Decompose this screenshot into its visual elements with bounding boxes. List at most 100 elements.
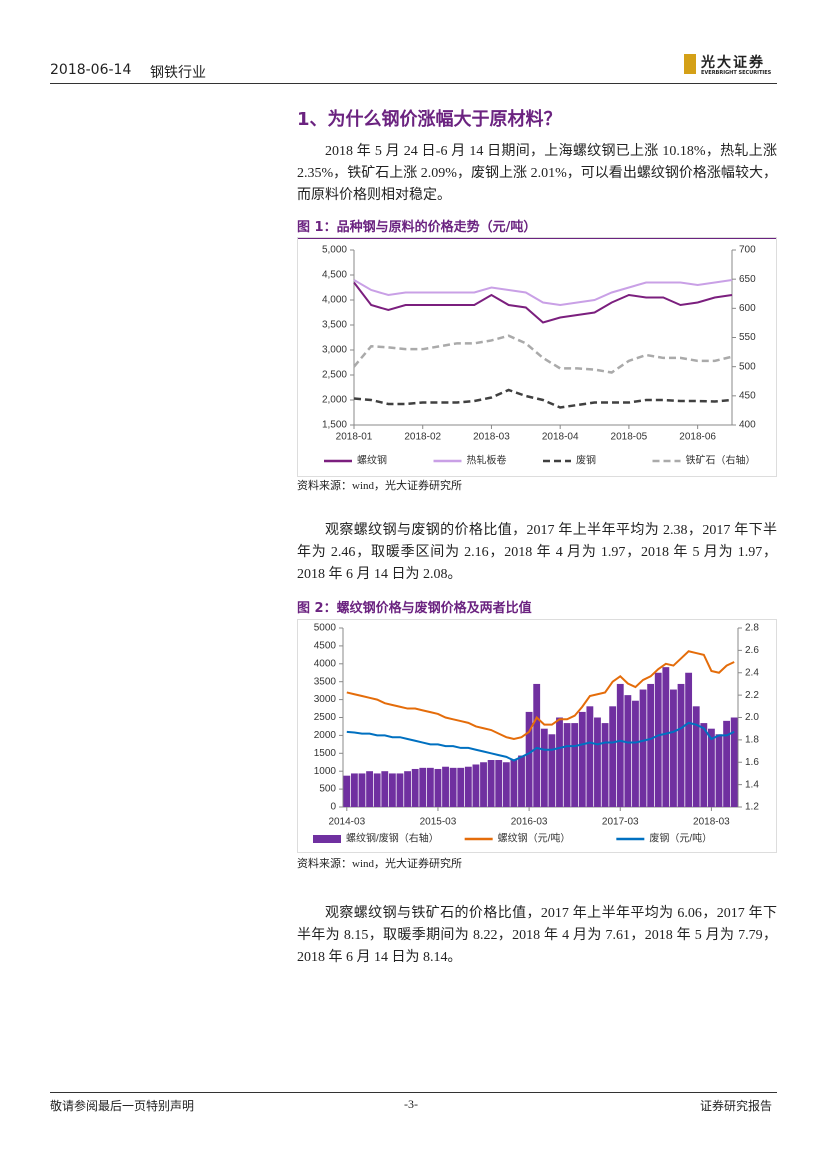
bar (571, 723, 579, 807)
x-tick-label: 2015-03 (420, 817, 457, 828)
bar (495, 760, 503, 807)
y2-tick-label: 2.8 (745, 623, 759, 634)
bar (449, 767, 457, 807)
bar (707, 728, 715, 807)
y2-tick-label: 1.2 (745, 802, 759, 813)
legend-label: 螺纹钢 (357, 454, 387, 467)
bar (381, 771, 389, 807)
y2-tick-label: 1.4 (745, 779, 759, 790)
bar (343, 775, 351, 807)
y2-tick-label: 650 (739, 274, 756, 285)
bar (457, 767, 465, 807)
bar (350, 773, 358, 807)
figure-source: 资料来源：wind，光大证券研究所 (297, 858, 462, 870)
bar (442, 766, 449, 807)
x-tick-label: 2017-03 (602, 817, 639, 828)
bar (502, 762, 510, 807)
y2-tick-label: 700 (739, 245, 756, 256)
bar (723, 720, 731, 807)
chart-frame (297, 237, 777, 477)
legend-label: 废钢（元/吨） (649, 832, 712, 845)
bar (426, 767, 434, 807)
series-line (346, 650, 735, 741)
legend-label: 热轧板卷 (467, 454, 507, 467)
paragraph: 观察螺纹钢与铁矿石的价格比值，2017 年上半年平均为 6.06，2017 年下… (297, 906, 777, 965)
y2-tick-label: 600 (739, 303, 756, 314)
bar (601, 723, 609, 807)
bar (540, 728, 548, 807)
figure-source: 资料来源：wind，光大证券研究所 (297, 480, 462, 492)
bar (518, 755, 525, 807)
y-tick-label: 1500 (314, 748, 337, 759)
x-tick-label: 2018-03 (473, 432, 510, 443)
y-tick-label: 5000 (314, 623, 337, 634)
chart: 0 500 1000 1500 2000 2500 3000 3500 4000 4500 5000… (297, 619, 777, 853)
logo-icon (684, 54, 696, 74)
bar (358, 773, 366, 807)
bar (472, 764, 480, 807)
bar (700, 723, 708, 807)
legend-label: 废钢 (576, 454, 596, 467)
legend-label: 铁矿石（右轴） (686, 454, 756, 467)
bar (578, 711, 586, 807)
x-tick-label: 2018-02 (404, 432, 441, 443)
bar (594, 717, 601, 807)
y-tick-label: 3500 (314, 676, 337, 687)
bar (404, 771, 411, 807)
y-tick-label: 5,000 (322, 245, 347, 256)
figure-caption: 图 2：螺纹钢价格与废钢价格及两者比值 (297, 597, 777, 620)
bar (677, 683, 685, 807)
bar (388, 773, 396, 807)
y2-tick-label: 500 (739, 361, 756, 372)
x-tick-label: 2018-06 (679, 432, 716, 443)
y-tick-label: 1000 (314, 766, 337, 777)
bar (616, 683, 624, 807)
logo-en: EVERBRIGHT SECURITIES (701, 70, 772, 76)
chart: 1,500 2,000 2,500 3,000 3,500 4,000 4,500 5,000… (297, 237, 777, 477)
bar (411, 768, 419, 807)
chart-frame (297, 619, 777, 853)
bar (548, 734, 556, 807)
y2-tick-label: 1.6 (745, 757, 759, 768)
bar (685, 672, 693, 807)
bar (586, 706, 594, 807)
y2-tick-label: 550 (739, 332, 756, 343)
bar (419, 767, 427, 807)
figure-caption: 图 1：品种钢与原料的价格走势（元/吨） (297, 216, 777, 239)
header-rule (50, 83, 777, 84)
y2-tick-label: 2.4 (745, 667, 759, 678)
y-tick-label: 1,500 (322, 420, 347, 431)
bar (487, 760, 495, 807)
legend-swatch (313, 835, 341, 843)
bar (632, 700, 639, 807)
bar (715, 734, 723, 807)
y-tick-label: 4,500 (322, 270, 347, 281)
header-date: 2018-06-14 (50, 62, 132, 78)
bar (464, 766, 472, 807)
bar (434, 768, 442, 807)
footer-left: 敬请参阅最后一页特别声明 (50, 1099, 195, 1113)
bar (609, 706, 617, 807)
x-tick-label: 2016-03 (511, 817, 548, 828)
y-tick-label: 3,500 (322, 320, 347, 331)
bar (510, 760, 518, 807)
y-tick-label: 0 (330, 802, 336, 813)
y-tick-label: 2,500 (322, 370, 347, 381)
bar (373, 773, 381, 807)
y-tick-label: 3,000 (322, 345, 347, 356)
series-line (353, 279, 733, 307)
footer-page: -3- (404, 1097, 418, 1111)
series-line (353, 334, 733, 374)
bar (525, 711, 533, 807)
y2-tick-label: 400 (739, 420, 756, 431)
y2-tick-label: 1.8 (745, 735, 759, 746)
y-tick-label: 4000 (314, 658, 337, 669)
bar (563, 723, 571, 807)
header-industry: 钢铁行业 (150, 65, 206, 81)
y2-tick-label: 2.0 (745, 712, 759, 723)
y-tick-label: 2,000 (322, 395, 347, 406)
x-tick-label: 2018-03 (693, 817, 730, 828)
y2-tick-label: 450 (739, 390, 756, 401)
series-line (346, 721, 735, 762)
